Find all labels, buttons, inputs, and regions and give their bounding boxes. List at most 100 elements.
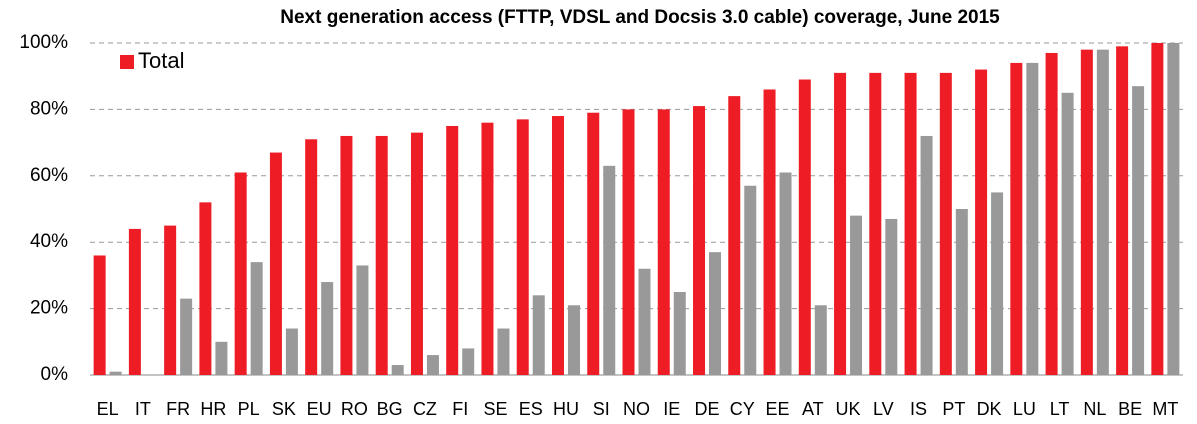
bar: [603, 165, 616, 375]
x-tick-label: CY: [730, 399, 755, 419]
x-tick-label: NL: [1083, 399, 1106, 419]
bar: [180, 298, 193, 375]
bar: [532, 295, 545, 375]
bar: [1026, 62, 1039, 376]
x-tick-label: EE: [766, 399, 790, 419]
y-tick-label: 60%: [30, 165, 68, 186]
x-tick-label: IT: [135, 399, 151, 419]
chart-title: Next generation access (FTTP, VDSL and D…: [280, 7, 1000, 28]
x-tick-label: LU: [1013, 399, 1036, 419]
bar: [904, 72, 917, 375]
bar: [920, 135, 933, 375]
x-tick-label: PT: [942, 399, 965, 419]
x-tick-label: CZ: [413, 399, 437, 419]
bar: [250, 262, 263, 375]
x-tick-label: IE: [663, 399, 680, 419]
bar: [269, 152, 282, 375]
bar: [305, 139, 318, 375]
bar: [109, 371, 122, 375]
x-tick-label: ES: [519, 399, 543, 419]
bar: [391, 365, 404, 375]
bar: [1096, 49, 1109, 375]
bar: [426, 355, 439, 375]
bar: [991, 192, 1004, 375]
bar: [622, 109, 635, 376]
bar: [744, 185, 757, 375]
bar: [1010, 62, 1023, 376]
bar: [446, 126, 459, 375]
x-tick-label: AT: [802, 399, 824, 419]
bar: [199, 202, 212, 375]
bar: [481, 122, 494, 376]
x-tick-label: RO: [341, 399, 368, 419]
legend-label: Total: [138, 48, 184, 73]
bar: [673, 292, 686, 375]
bar: [410, 132, 423, 375]
x-tick-label: FR: [166, 399, 190, 419]
x-tick-label: HU: [553, 399, 579, 419]
bar: [164, 225, 177, 375]
x-tick-label: SE: [483, 399, 507, 419]
bar: [587, 112, 600, 375]
y-tick-label: 100%: [19, 32, 68, 53]
bar: [462, 348, 475, 375]
y-tick-label: 0%: [41, 364, 69, 385]
x-tick-label: DK: [977, 399, 1002, 419]
bar: [657, 109, 670, 376]
bar: [1045, 52, 1058, 376]
bar: [215, 341, 228, 375]
bar: [1132, 86, 1145, 375]
x-tick-label: HR: [200, 399, 226, 419]
x-tick-label: FI: [452, 399, 468, 419]
bar: [798, 79, 811, 376]
x-tick-label: BE: [1118, 399, 1142, 419]
bar: [1116, 46, 1129, 375]
bar: [885, 218, 898, 375]
bar: [955, 209, 968, 375]
x-tick-label: UK: [836, 399, 861, 419]
bar: [763, 89, 776, 375]
bar: [567, 305, 580, 375]
x-tick-label: LV: [873, 399, 894, 419]
x-tick-label: NO: [623, 399, 650, 419]
bar: [869, 72, 882, 375]
bar: [285, 328, 298, 375]
bar: [1061, 92, 1074, 376]
bar: [375, 135, 388, 375]
bar: [709, 252, 722, 375]
bar: [1080, 49, 1093, 375]
bar: [939, 72, 952, 375]
bar: [779, 172, 792, 375]
x-tick-label: DE: [695, 399, 720, 419]
bar: [93, 255, 106, 375]
bar: [834, 72, 847, 375]
bar: [814, 305, 827, 375]
y-tick-label: 80%: [30, 98, 68, 119]
bar: [340, 135, 353, 375]
bar: [975, 69, 988, 375]
bar: [638, 268, 651, 375]
bar: [551, 116, 564, 375]
y-tick-label: 20%: [30, 298, 68, 319]
bar: [1167, 43, 1180, 375]
x-tick-label: SI: [593, 399, 610, 419]
bar: [693, 106, 706, 375]
x-tick-label: EL: [97, 399, 119, 419]
x-tick-label: BG: [377, 399, 403, 419]
x-tick-label: IS: [910, 399, 927, 419]
bar: [850, 215, 863, 375]
legend-swatch: [120, 55, 134, 69]
bar: [1151, 43, 1164, 375]
bar: [128, 228, 141, 375]
x-tick-label: PL: [238, 399, 260, 419]
bar: [356, 265, 369, 375]
bar: [497, 328, 510, 375]
bar: [516, 119, 529, 375]
x-tick-label: SK: [272, 399, 296, 419]
x-tick-label: LT: [1050, 399, 1070, 419]
x-tick-label: MT: [1152, 399, 1178, 419]
y-tick-label: 40%: [30, 231, 68, 252]
bar: [728, 96, 741, 376]
